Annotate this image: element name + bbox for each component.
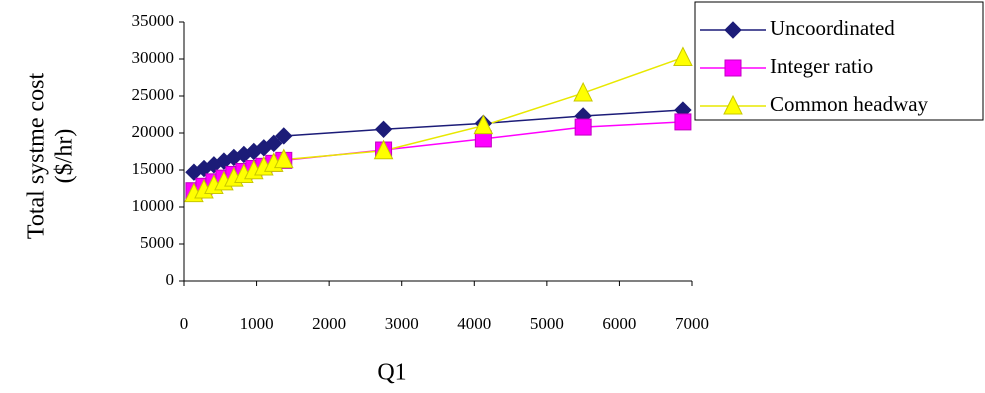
page: {"chart_data": {"type": "line", "x_label… (0, 0, 985, 393)
legend-marker (725, 60, 741, 76)
data-point (574, 83, 592, 101)
y-tick-label: 15000 (132, 159, 175, 178)
y-tick-label: 25000 (132, 85, 175, 104)
y-tick-label: 30000 (132, 48, 175, 67)
x-tick-label: 1000 (240, 314, 274, 333)
y-tick-label: 35000 (132, 11, 175, 30)
y-tick-label: 0 (166, 270, 175, 289)
y-axis-label: ($/hr) (52, 129, 78, 184)
y-axis-label: Total systme cost (24, 73, 50, 240)
y-tick-label: 10000 (132, 196, 175, 215)
y-tick-label: 5000 (140, 233, 174, 252)
data-point (376, 121, 392, 137)
data-point (674, 48, 692, 66)
data-point (675, 114, 691, 130)
x-tick-label: 2000 (312, 314, 346, 333)
x-tick-label: 4000 (457, 314, 491, 333)
x-tick-label: 5000 (530, 314, 564, 333)
x-tick-label: 7000 (675, 314, 709, 333)
x-tick-label: 3000 (385, 314, 419, 333)
legend-label: Uncoordinated (770, 16, 895, 40)
data-point (575, 119, 591, 135)
x-axis-label: Q1 (377, 360, 406, 386)
legend-label: Integer ratio (770, 54, 873, 78)
x-tick-label: 6000 (602, 314, 636, 333)
chart: Q1 Total systme cost ($/hr) 050001000015… (0, 0, 985, 393)
x-tick-label: 0 (180, 314, 189, 333)
y-tick-label: 20000 (132, 122, 175, 141)
legend-label: Common headway (770, 92, 929, 116)
